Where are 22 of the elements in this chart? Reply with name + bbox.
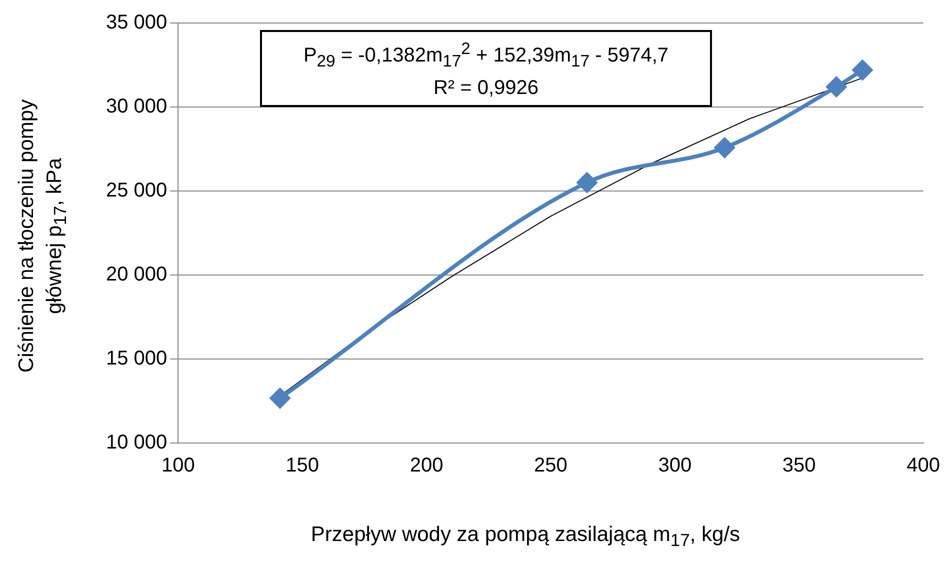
y-tick-label: 20 000	[106, 264, 168, 286]
x-tick-label: 200	[410, 454, 444, 477]
x-tick-label: 350	[782, 454, 816, 477]
y-tick-label: 25 000	[106, 180, 168, 202]
y-tick-label: 10 000	[106, 432, 168, 454]
point	[852, 60, 872, 80]
x-tick-label: 150	[286, 454, 320, 477]
annotation: R² = 0,9926	[432, 76, 540, 101]
y-tick-label: 15 000	[106, 348, 168, 370]
point	[714, 138, 735, 158]
x-axis-title: Przepływ wody za pompą zasilającą m$_{17}$, kg/s	[310, 523, 742, 552]
x-tick-label: 300	[658, 454, 692, 477]
point	[826, 76, 846, 97]
y-tick-label: 30 000	[106, 96, 168, 118]
annotation: P$_{29}$ = -0,1382m$_{17}$$^{2}$ + 152,39m$_{17}$ - 5974,7	[302, 38, 670, 73]
equation-box: P$_{29}$ = -0,1382m$_{17}$$^{2}$ + 152,39m$_{17}$ - 5974,7 R² = 0,9926	[260, 30, 712, 107]
point	[577, 172, 598, 193]
x-tick-label: 250	[534, 454, 568, 477]
y-tick-label: 35 000	[106, 12, 168, 34]
x-tick-label: 100	[161, 454, 195, 477]
point	[270, 388, 290, 408]
x-tick-label: 400	[906, 454, 940, 477]
